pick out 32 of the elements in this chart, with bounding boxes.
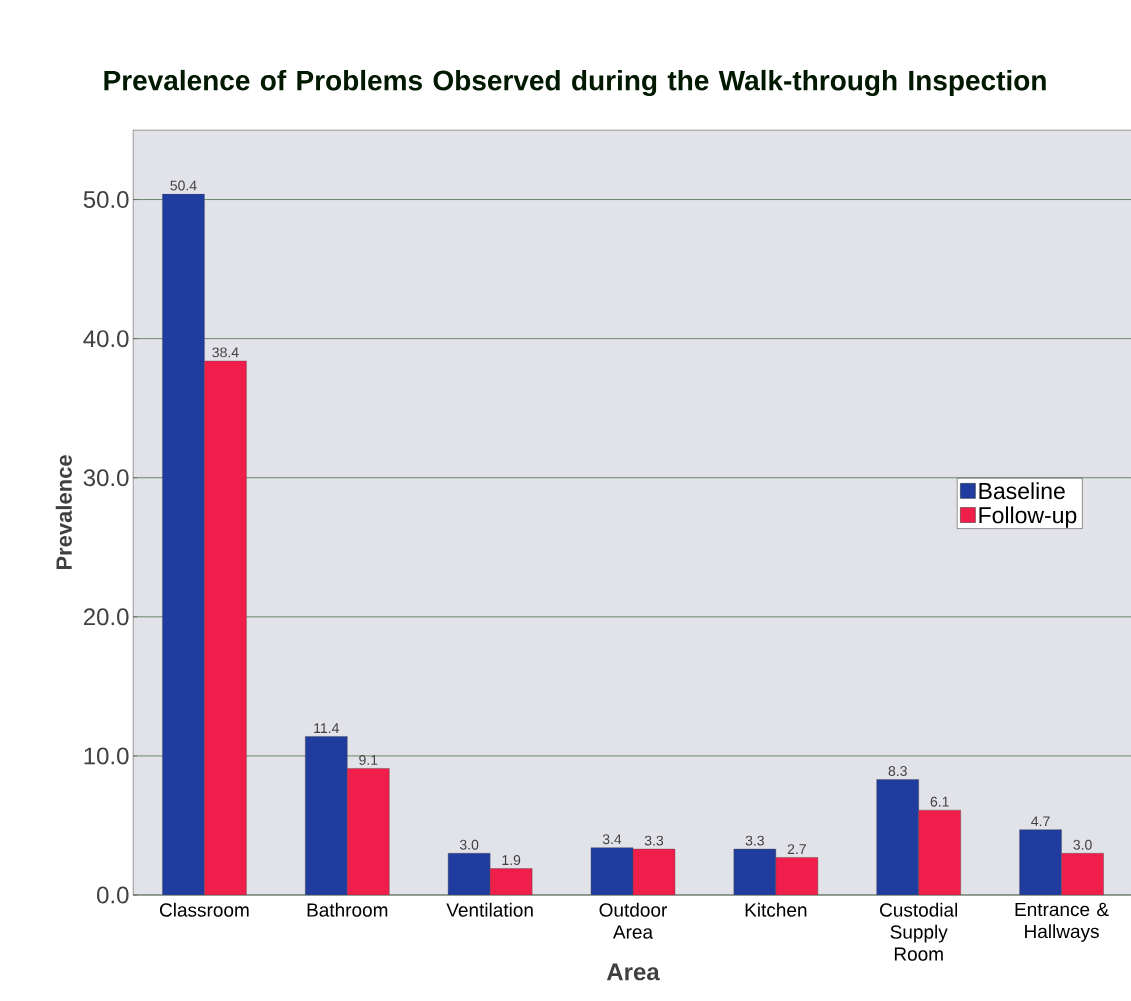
x-tick-label: Classroom xyxy=(159,902,249,917)
data-label: 38.4 xyxy=(212,347,239,358)
data-label: 3.4 xyxy=(602,834,622,845)
data-label: 3.0 xyxy=(1073,839,1092,850)
x-tick-label: Outdoor Area xyxy=(599,902,667,939)
x-tick-label: Kitchen xyxy=(745,902,807,917)
data-label: 3.3 xyxy=(644,835,664,846)
x-tick-label: Ventilation xyxy=(446,902,533,917)
data-label: 3.0 xyxy=(459,839,479,850)
data-label: 9.1 xyxy=(359,754,378,765)
y-tick-label: 50.0 xyxy=(83,191,129,209)
data-label: 11.4 xyxy=(314,723,339,733)
y-axis-title: Prevalence xyxy=(55,455,72,570)
legend-label: Baseline xyxy=(979,482,1065,500)
data-label: 8.3 xyxy=(888,766,907,777)
legend-label: Follow-up xyxy=(979,506,1077,528)
y-tick-label: 30.0 xyxy=(83,469,129,487)
x-tick-label: Entrance & Hallways xyxy=(1015,902,1109,942)
data-label: 1.9 xyxy=(502,855,521,866)
x-tick-label: Bathroom xyxy=(307,902,388,917)
data-label: 50.4 xyxy=(170,180,197,191)
data-label: 2.7 xyxy=(787,844,806,854)
data-label: 6.1 xyxy=(930,796,949,807)
x-tick-label: Custodial Supply Room xyxy=(880,902,958,961)
y-tick-label: 10.0 xyxy=(84,747,129,765)
data-label: 4.7 xyxy=(1031,816,1050,827)
y-tick-label: 20.0 xyxy=(83,608,129,626)
data-label: 3.3 xyxy=(745,835,764,846)
chart-title: Prevalence of Problems Observed during the Walk-through Inspection xyxy=(104,69,1046,97)
x-axis-title: Area xyxy=(606,963,660,981)
y-tick-label: 40.0 xyxy=(83,330,129,348)
y-tick-label: 0.0 xyxy=(97,886,129,904)
